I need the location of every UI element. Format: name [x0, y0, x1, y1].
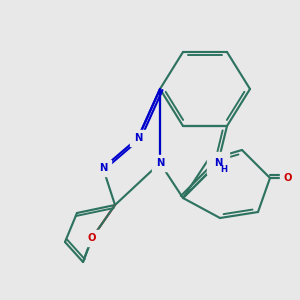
Text: N: N [134, 133, 142, 143]
Text: N: N [214, 158, 222, 168]
Text: O: O [88, 233, 96, 243]
Text: O: O [284, 173, 292, 183]
Text: N: N [99, 163, 107, 173]
Text: H: H [220, 165, 228, 174]
Text: N: N [156, 158, 164, 168]
